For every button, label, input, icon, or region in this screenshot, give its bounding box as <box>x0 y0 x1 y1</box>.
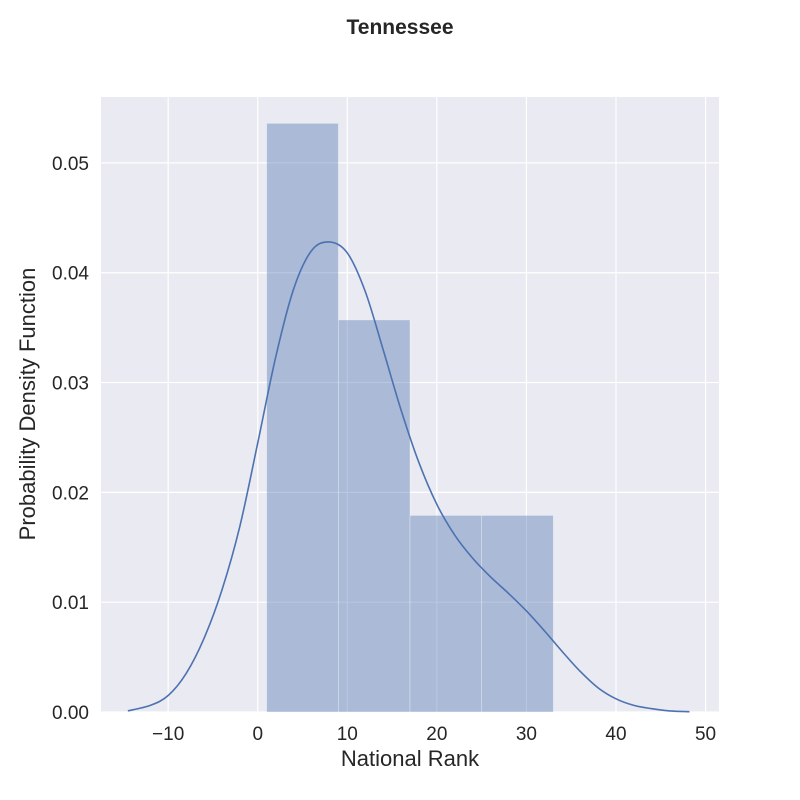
x-tick-label: −10 <box>152 724 184 745</box>
histogram-bar <box>337 319 411 713</box>
y-tick-label: 0.00 <box>52 703 89 724</box>
y-tick-label: 0.04 <box>52 264 89 285</box>
histogram-bars <box>266 122 554 713</box>
kde-curve <box>127 241 690 713</box>
x-tick-label: 10 <box>337 724 358 745</box>
grid <box>101 97 719 713</box>
y-tick-label: 0.01 <box>52 593 89 614</box>
x-tick-label: 30 <box>516 724 537 745</box>
x-tick-label: 40 <box>605 724 626 745</box>
x-axis-ticks: −10 0 10 20 30 40 50 <box>152 724 716 745</box>
x-tick-label: 50 <box>695 724 716 745</box>
chart-title: Tennessee <box>347 16 454 39</box>
histogram-bar <box>481 515 554 713</box>
y-axis-label: Probability Density Function <box>15 268 40 541</box>
x-tick-label: 0 <box>252 724 263 745</box>
histogram-bar <box>409 515 483 713</box>
y-tick-label: 0.05 <box>52 154 89 175</box>
y-tick-label: 0.02 <box>52 483 89 504</box>
histogram-bar <box>266 122 339 713</box>
y-tick-label: 0.03 <box>52 374 89 395</box>
x-axis-label: National Rank <box>341 746 480 771</box>
x-tick-label: 20 <box>426 724 447 745</box>
y-axis-ticks: 0.00 0.01 0.02 0.03 0.04 0.05 <box>52 154 89 724</box>
